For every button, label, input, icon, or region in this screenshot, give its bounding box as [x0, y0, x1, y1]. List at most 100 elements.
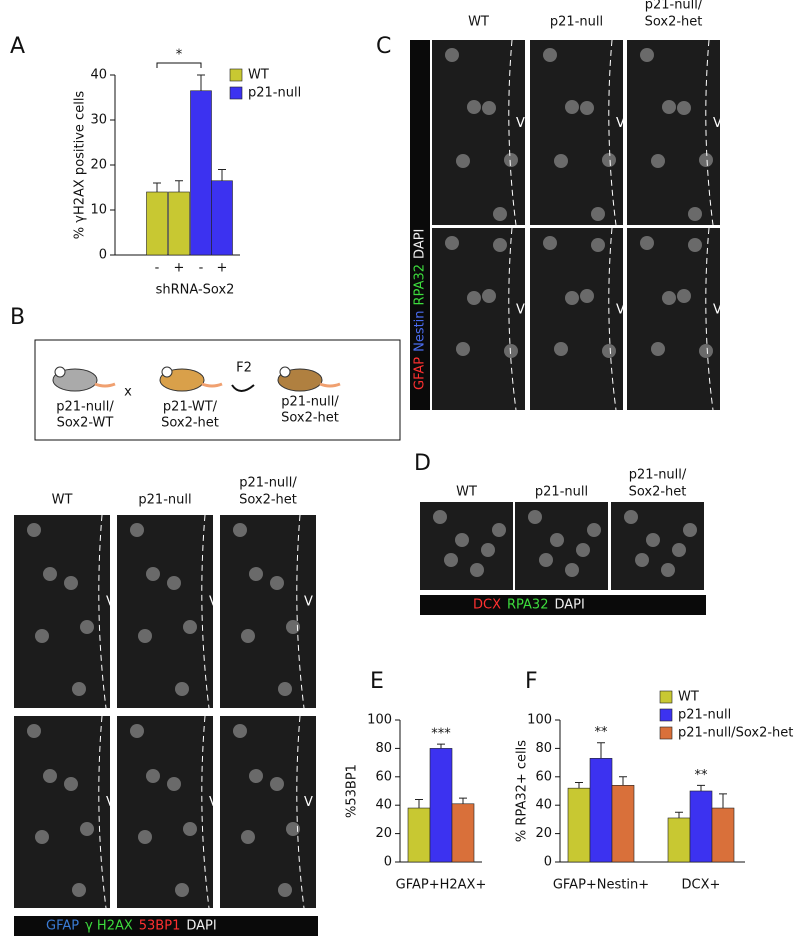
stain-label: DCX: [473, 598, 501, 613]
nucleus: [43, 769, 57, 783]
nucleus: [138, 629, 152, 643]
bar: [689, 790, 713, 863]
legend-label: p21-null/Sox2-het: [678, 726, 793, 741]
nucleus: [482, 289, 496, 303]
nucleus: [576, 543, 590, 557]
stain-label: DAPI: [413, 229, 428, 259]
x-tick-label: +: [174, 261, 185, 276]
nucleus: [130, 523, 144, 537]
nucleus: [270, 576, 284, 590]
nucleus: [688, 238, 702, 252]
micrograph: [220, 716, 316, 908]
y-tick-label: 0: [384, 855, 392, 870]
vessel-label: V: [713, 116, 722, 131]
legend-label: p21-null: [678, 708, 731, 723]
vessel-label: V: [304, 594, 313, 609]
y-axis-label: % RPA32+ cells: [515, 740, 530, 842]
error-bar: [675, 811, 683, 818]
nucleus: [651, 342, 665, 356]
y-tick-label: 60: [375, 769, 392, 784]
legend-label: p21-null: [248, 86, 301, 101]
vessel-label: V: [713, 302, 722, 317]
nucleus: [661, 563, 675, 577]
nucleus: [130, 724, 144, 738]
stain-label: DAPI: [186, 919, 216, 934]
nucleus: [554, 342, 568, 356]
nucleus: [470, 563, 484, 577]
nucleus: [43, 567, 57, 581]
nucleus: [278, 883, 292, 897]
y-tick-label: 10: [90, 203, 107, 218]
nucleus: [241, 629, 255, 643]
nucleus: [688, 207, 702, 221]
nucleus: [635, 553, 649, 567]
error-bar: [575, 781, 583, 789]
stain-label: GFAP: [413, 357, 428, 390]
nucleus: [672, 543, 686, 557]
panel-letter: E: [370, 669, 384, 694]
nucleus: [699, 153, 713, 167]
y-tick-label: 100: [527, 713, 552, 728]
nucleus: [72, 883, 86, 897]
y-tick-label: 40: [375, 798, 392, 813]
genotype: Sox2-WT: [57, 416, 114, 431]
x-tick-label: -: [199, 261, 204, 276]
nucleus: [175, 682, 189, 696]
column-header: p21-null/: [645, 0, 703, 13]
significance: ***: [431, 727, 451, 742]
y-tick-label: 30: [90, 113, 107, 128]
column-header: p21-null: [535, 485, 588, 500]
bar: [146, 191, 168, 256]
error-bar: [197, 74, 205, 91]
nucleus: [580, 101, 594, 115]
bar: [211, 180, 233, 256]
micrograph: [14, 515, 110, 708]
y-axis-label: % γH2AX positive cells: [73, 91, 88, 240]
y-tick-label: 80: [535, 741, 552, 756]
nucleus: [662, 100, 676, 114]
nucleus: [146, 769, 160, 783]
panel-letter: C: [376, 34, 391, 59]
nucleus: [175, 883, 189, 897]
vessel-label: V: [209, 795, 218, 810]
nucleus: [591, 207, 605, 221]
nucleus: [504, 344, 518, 358]
column-header: WT: [468, 15, 489, 30]
nucleus: [241, 830, 255, 844]
vessel-border: [508, 39, 517, 226]
nucleus: [481, 543, 495, 557]
stain-label: RPA32: [507, 598, 548, 613]
x-tick-label: GFAP+H2AX+: [396, 878, 487, 893]
legend-label: WT: [248, 68, 269, 83]
micrograph: [220, 515, 316, 708]
error-bar: [175, 180, 183, 192]
column-header: p21-null: [138, 493, 191, 508]
genotype: p21-WT/: [163, 400, 218, 415]
nucleus: [433, 510, 447, 524]
nucleus: [492, 523, 506, 537]
legend-swatch: [229, 68, 243, 82]
y-tick-label: 40: [535, 798, 552, 813]
nucleus: [699, 344, 713, 358]
vessel-border: [508, 227, 517, 411]
nucleus: [456, 154, 470, 168]
nucleus: [543, 236, 557, 250]
y-tick-label: 20: [90, 158, 107, 173]
genotype: p21-null/: [281, 395, 339, 410]
error-bar: [597, 742, 605, 759]
genotype: Sox2-het: [281, 411, 339, 426]
legend-label: WT: [678, 690, 699, 705]
column-header: Sox2-het: [239, 493, 297, 508]
vessel-border: [98, 715, 107, 909]
nucleus: [554, 154, 568, 168]
vessel-label: V: [616, 116, 625, 131]
nucleus: [467, 100, 481, 114]
nucleus: [146, 567, 160, 581]
column-header: WT: [456, 485, 477, 500]
nucleus: [27, 523, 41, 537]
panel-letter: D: [414, 451, 431, 476]
nucleus: [27, 724, 41, 738]
vessel-border: [608, 227, 617, 411]
nucleus: [80, 822, 94, 836]
